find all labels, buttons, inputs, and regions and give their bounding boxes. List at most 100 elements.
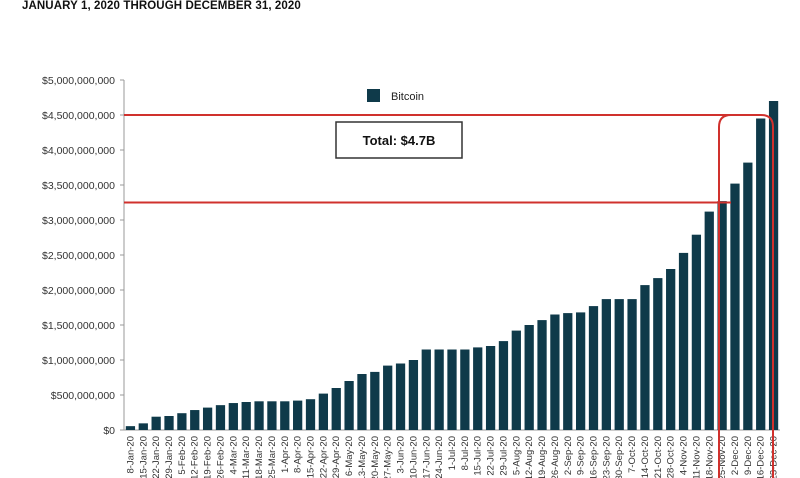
bar [756, 118, 766, 430]
x-tick-label: 29-Apr-20 [331, 436, 342, 478]
bar [215, 405, 226, 430]
x-tick-label: 26-Aug-20 [550, 436, 561, 478]
x-tick-label: 1-Apr-20 [280, 436, 291, 473]
bar [653, 278, 663, 430]
bar [434, 349, 444, 430]
y-tick-label: $3,000,000,000 [42, 215, 115, 227]
x-tick-label: 18-Nov-20 [704, 436, 715, 478]
bar [331, 388, 341, 430]
bar [241, 402, 251, 430]
bar [550, 314, 560, 430]
x-tick-label: 11-Mar-20 [241, 436, 252, 478]
bar [473, 347, 483, 430]
bar [498, 341, 509, 430]
bar [447, 349, 457, 430]
bar [254, 401, 264, 430]
x-tick-label: 20-May-20 [370, 436, 381, 478]
bar [614, 299, 624, 430]
legend: Bitcoin [367, 89, 424, 103]
x-tick-label: 25-Mar-20 [267, 436, 278, 478]
bar [305, 399, 316, 430]
bar [743, 162, 753, 430]
x-tick-label: 8-Apr-20 [293, 436, 304, 473]
bar [344, 381, 354, 430]
legend-label-bitcoin: Bitcoin [391, 91, 424, 103]
x-tick-label: 24-Jun-20 [434, 436, 445, 478]
bar [164, 416, 174, 430]
y-tick-label: $4,500,000,000 [42, 110, 115, 122]
bar [537, 320, 547, 430]
bar [357, 374, 367, 430]
x-tick-label: 4-Nov-20 [679, 436, 690, 475]
y-tick-label: $4,000,000,000 [42, 145, 115, 157]
x-tick-label: 2-Sep-20 [563, 436, 574, 475]
bar [575, 312, 586, 430]
bar-series-bitcoin [125, 101, 779, 430]
bar [408, 360, 419, 430]
bar [395, 363, 406, 430]
bar [280, 401, 290, 430]
chart-subtitle: JANUARY 1, 2020 THROUGH DECEMBER 31, 202… [22, 0, 301, 12]
x-tick-label: 13-May-20 [357, 436, 368, 478]
bar [421, 349, 431, 430]
bar [691, 234, 702, 430]
bar [177, 413, 187, 430]
x-tick-label: 28-Oct-20 [666, 436, 677, 478]
x-tick-label: 9-Sep-20 [576, 436, 587, 475]
bar [704, 211, 714, 430]
x-tick-label: 21-Oct-20 [653, 436, 664, 478]
x-tick-label: 8-Jul-20 [460, 436, 471, 470]
x-tick-label: 17-Jun-20 [421, 436, 432, 478]
x-tick-label: 3-Jun-20 [396, 436, 407, 474]
x-tick-label: 22-Jul-20 [486, 436, 497, 476]
x-tick-label: 22-Jan-20 [151, 436, 162, 478]
annotation-layer [124, 114, 774, 478]
x-tick-label: 12-Aug-20 [524, 436, 535, 478]
x-tick-label: 4-Mar-20 [228, 436, 239, 475]
x-tick-label: 11-Nov-20 [691, 436, 702, 478]
bar [563, 313, 573, 430]
bar [640, 285, 650, 430]
total-annotation: Total: $4.7B [335, 121, 463, 159]
bar [730, 183, 740, 430]
x-tick-label: 5-Aug-20 [511, 436, 522, 475]
bar [228, 403, 238, 430]
x-tick-label: 12-Feb-20 [190, 436, 201, 478]
bar [383, 365, 393, 430]
x-tick-label: 16-Dec-20 [756, 436, 767, 478]
y-tick-label: $3,500,000,000 [42, 180, 115, 192]
bar [678, 252, 689, 430]
total-label: Total: $4.7B [363, 133, 436, 148]
x-axis: 8-Jan-20 15-Jan-20 22-Jan-20 29-Jan-20 5-Feb… [124, 429, 780, 478]
y-tick-label: $2,000,000,000 [42, 285, 115, 297]
x-tick-label: 29-Jan-20 [164, 436, 175, 478]
bar [485, 346, 496, 430]
x-tick-label: 10-Jun-20 [408, 436, 419, 478]
bar [460, 349, 470, 430]
x-tick-label: 15-Jan-20 [138, 436, 149, 478]
y-tick-label: $5,000,000,000 [42, 75, 115, 87]
x-tick-label: 26-Feb-20 [215, 436, 226, 478]
x-tick-label: 25-Nov-20 [717, 436, 728, 478]
y-axis: $0 $500,000,000 $1,000,000,000 $1,500,000,0… [42, 75, 125, 437]
x-tick-label: 1-Jul-20 [447, 436, 458, 470]
x-tick-label: 19-Feb-20 [203, 436, 214, 478]
y-tick-label: $0 [103, 425, 115, 437]
x-tick-label: 29-Jul-20 [498, 436, 509, 476]
x-tick-label: 9-Dec-20 [743, 436, 754, 475]
x-tick-label: 15-Jul-20 [473, 436, 484, 476]
x-tick-label: 7-Oct-20 [627, 436, 638, 473]
x-tick-label: 27-May-20 [383, 436, 394, 478]
x-tick-label: 16-Sep-20 [588, 436, 599, 478]
bar [511, 330, 521, 430]
y-tick-label: $2,500,000,000 [42, 250, 115, 262]
y-tick-label: $1,500,000,000 [42, 320, 115, 332]
bar [138, 423, 148, 430]
bar [666, 269, 676, 430]
bar [370, 371, 380, 430]
x-tick-label: 14-Oct-20 [640, 436, 651, 478]
bar [125, 426, 136, 430]
bar [524, 325, 534, 430]
x-tick-label: 23-Sep-20 [601, 436, 612, 478]
